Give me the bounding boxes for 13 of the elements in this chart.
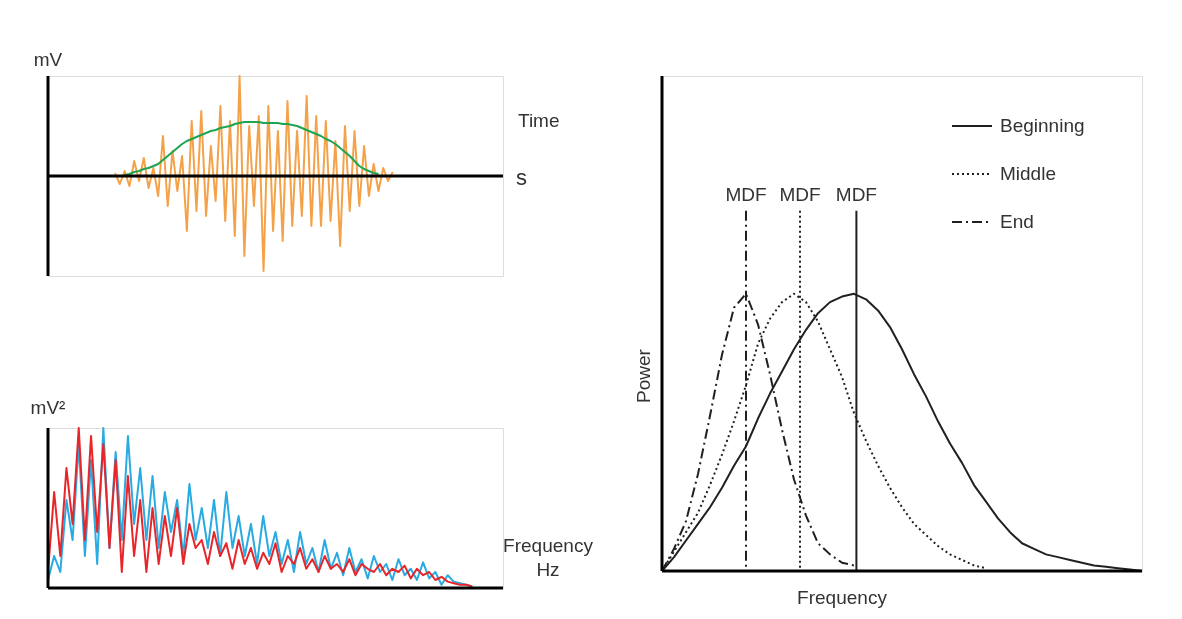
text: MDF bbox=[779, 183, 821, 205]
text: MDF bbox=[725, 183, 767, 205]
y-axis-title: mV² bbox=[30, 397, 66, 418]
y-axis-title: Power bbox=[633, 348, 654, 403]
x-axis-title: Time bbox=[518, 110, 560, 131]
legend-label: Beginning bbox=[1000, 115, 1085, 136]
text: s bbox=[516, 165, 527, 190]
x-axis-title: Frequency Hz bbox=[503, 535, 594, 580]
legend-label: Middle bbox=[1000, 163, 1056, 184]
x-axis-title: Frequency bbox=[797, 587, 888, 608]
y-axis-title: mV bbox=[33, 49, 63, 70]
text: MDF bbox=[835, 183, 877, 205]
legend-label: End bbox=[1000, 211, 1034, 232]
